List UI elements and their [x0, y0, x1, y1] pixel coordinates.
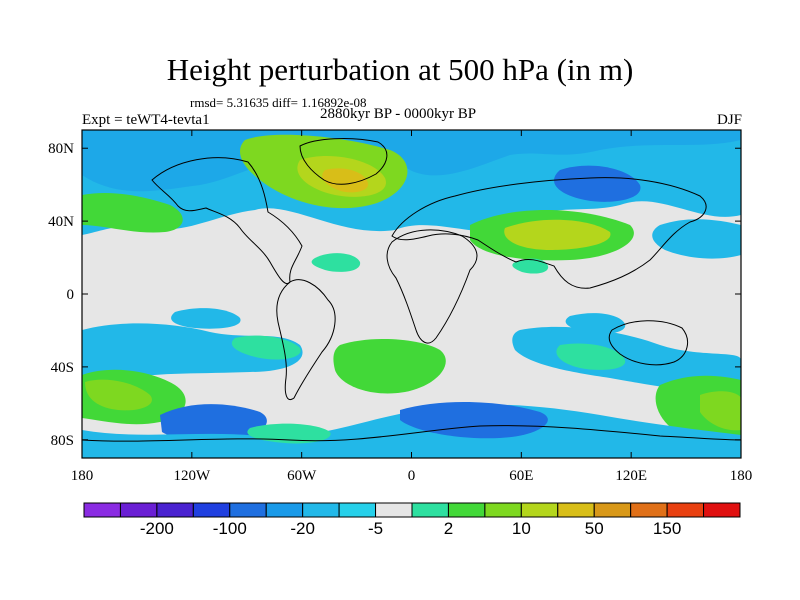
- colorbar-swatch: [265, 502, 304, 518]
- colorbar-swatch: [520, 502, 559, 518]
- lon-tick-label: 180: [71, 468, 94, 484]
- lon-tick-label: 60W: [287, 468, 317, 484]
- lat-tick-label: 80S: [51, 433, 74, 449]
- anomaly-region: [247, 423, 331, 444]
- anomaly-region: [512, 326, 741, 392]
- anomaly-region: [82, 404, 741, 458]
- lon-tick-label: 60E: [509, 468, 533, 484]
- anomaly-region: [512, 258, 549, 274]
- coastlines: [82, 138, 741, 442]
- colorbar-label: -20: [290, 519, 315, 538]
- colorbar-label: -200: [140, 519, 174, 538]
- lat-tick-label: 80N: [48, 141, 74, 157]
- anomaly-region: [171, 308, 241, 329]
- colorbar-label: 50: [585, 519, 604, 538]
- anomaly-region: [231, 335, 301, 360]
- colorbar-label: 2: [444, 519, 453, 538]
- season-label: DJF: [716, 112, 742, 128]
- anomaly-region: [652, 219, 741, 259]
- lon-tick-label: 0: [408, 468, 416, 484]
- anomaly-region: [160, 404, 267, 442]
- colorbar-label: -100: [213, 519, 247, 538]
- colorbar-swatch: [83, 502, 121, 518]
- colorbar-swatch: [302, 502, 340, 518]
- coastline-south-america: [276, 279, 336, 400]
- stats-label: rmsd= 5.31635 diff= 1.16892e-08: [190, 95, 367, 110]
- colorbar-swatch: [338, 502, 377, 518]
- lon-tick-label: 180: [730, 468, 753, 484]
- coastline-greenland: [299, 138, 388, 185]
- colorbar-swatch: [593, 502, 632, 518]
- colorbar-labels: -200 -100 -20 -5 2 10 50 150: [140, 519, 681, 538]
- lat-tick-label: 0: [67, 287, 75, 303]
- latitude-ticks: 80N 40N 0 40S 80S: [48, 141, 741, 449]
- colorbar-label: -5: [368, 519, 383, 538]
- colorbar-swatch: [411, 502, 449, 518]
- anomaly-region: [311, 253, 361, 272]
- colorbar-swatch: [666, 502, 705, 518]
- colorbar-label: 150: [653, 519, 681, 538]
- anomaly-region: [400, 401, 548, 439]
- coastline-eurasia: [391, 177, 707, 289]
- colorbar-swatch: [229, 502, 267, 518]
- anomaly-region: [700, 391, 741, 431]
- colorbar-swatch: [557, 502, 595, 518]
- coastline-australia: [608, 320, 689, 366]
- anomaly-region: [85, 379, 152, 411]
- colorbar-swatch: [484, 502, 522, 518]
- lat-tick-label: 40S: [51, 360, 74, 376]
- colorbar-label: 10: [512, 519, 531, 538]
- anomaly-region: [504, 219, 611, 250]
- colorbar-swatch: [703, 502, 741, 518]
- lon-tick-label: 120W: [173, 468, 211, 484]
- anomaly-region: [333, 338, 446, 394]
- coastline-north-america: [151, 157, 303, 284]
- colorbar-swatch: [192, 502, 231, 518]
- colorbar-swatch: [630, 502, 668, 518]
- anomaly-region: [556, 343, 626, 370]
- period-label: 2880kyr BP - 0000kyr BP: [320, 106, 477, 122]
- map-field: [82, 130, 741, 458]
- colorbar-swatch: [119, 502, 158, 518]
- colorbar-swatch: [156, 502, 194, 518]
- anomaly-region: [554, 165, 641, 202]
- anomaly-region: [82, 193, 183, 233]
- plot-title: Height perturbation at 500 hPa (in m): [166, 52, 634, 87]
- colorbar-swatch: [375, 502, 413, 518]
- coastline-africa: [386, 229, 478, 344]
- coastline-antarctica: [82, 425, 741, 442]
- lat-tick-label: 40N: [48, 214, 74, 230]
- lon-tick-label: 120E: [615, 468, 647, 484]
- colorbar-swatch: [447, 502, 486, 518]
- colorbar: [83, 502, 741, 518]
- experiment-label: Expt = teWT4-tevta1: [82, 112, 210, 128]
- longitude-ticks: 180 120W 60W 0 60E 120E 180: [71, 130, 753, 484]
- anomaly-region: [322, 168, 369, 193]
